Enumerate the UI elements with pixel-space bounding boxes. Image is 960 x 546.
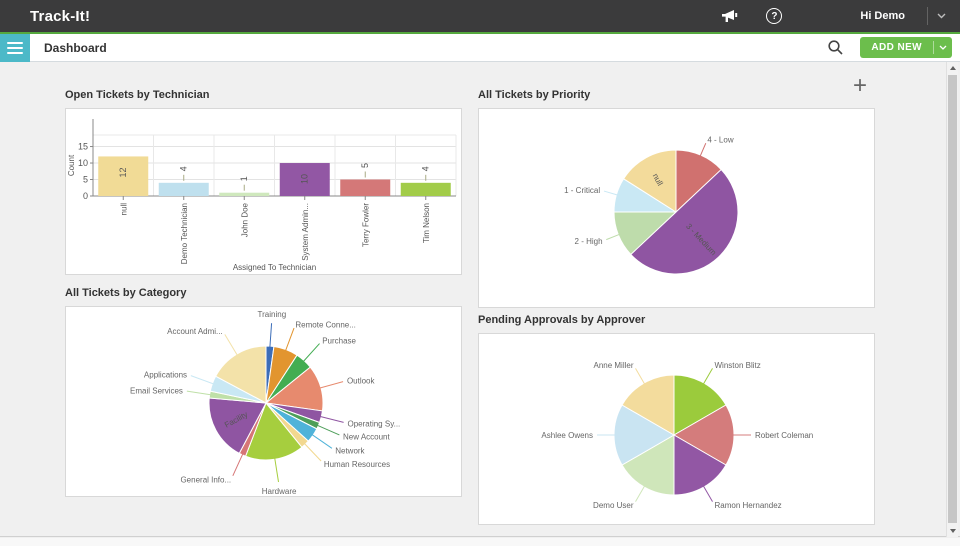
svg-text:Tim Nelson: Tim Nelson: [422, 203, 431, 243]
widget-column-left: Open Tickets by Technician 0 5 10 15 12 null 4…: [65, 89, 462, 525]
widget-title-pending-approvals: Pending Approvals by Approver: [478, 314, 646, 326]
pie-chart[interactable]: Winston Blitz Robert Coleman Ramon Hernand…: [479, 334, 874, 524]
announcements-icon[interactable]: [721, 9, 740, 24]
svg-text:4 - Low: 4 - Low: [707, 135, 733, 144]
add-widget-icon[interactable]: +: [853, 72, 868, 99]
svg-text:12: 12: [118, 167, 128, 177]
app-header: Track-It! ? Hi Demo: [0, 0, 960, 32]
accent-divider: [0, 32, 960, 34]
svg-text:Ashlee Owens: Ashlee Owens: [541, 431, 593, 440]
svg-text:2 - High: 2 - High: [575, 237, 603, 246]
header-divider: [927, 7, 928, 25]
svg-text:Anne Miller: Anne Miller: [593, 361, 633, 370]
window-bottom-edge: [0, 538, 960, 546]
svg-text:Outlook: Outlook: [347, 377, 376, 386]
svg-text:Hardware: Hardware: [262, 487, 297, 496]
svg-text:Winston Blitz: Winston Blitz: [715, 361, 761, 370]
vertical-scrollbar[interactable]: [946, 62, 958, 537]
svg-text:null: null: [119, 203, 128, 216]
svg-text:Robert Coleman: Robert Coleman: [755, 431, 813, 440]
svg-text:5: 5: [83, 175, 88, 185]
svg-text:Email Services: Email Services: [130, 387, 183, 396]
header-actions: ? Hi Demo: [721, 0, 960, 32]
svg-text:System Admin...: System Admin...: [301, 203, 310, 261]
add-new-chevron-down-icon[interactable]: [933, 41, 952, 54]
svg-text:Operating Sy...: Operating Sy...: [348, 419, 401, 428]
svg-text:15: 15: [78, 142, 88, 152]
widget-title-tickets-by-priority: All Tickets by Priority: [478, 89, 591, 101]
widget-grid: Open Tickets by Technician 0 5 10 15 12 null 4…: [0, 62, 960, 525]
svg-text:Demo User: Demo User: [593, 501, 634, 510]
svg-text:Assigned To Technician: Assigned To Technician: [233, 263, 316, 272]
help-icon[interactable]: ?: [766, 8, 783, 24]
svg-text:0: 0: [83, 191, 88, 201]
svg-text:4: 4: [421, 166, 431, 171]
svg-text:Applications: Applications: [144, 370, 187, 379]
menu-hamburger-icon[interactable]: [0, 33, 30, 62]
toolbar-actions: ADD NEW: [827, 37, 960, 58]
widget-title-tickets-by-category: All Tickets by Category: [65, 287, 187, 299]
svg-text:Human Resources: Human Resources: [324, 460, 390, 469]
scroll-up-arrow-icon[interactable]: [947, 62, 958, 74]
search-icon[interactable]: [827, 39, 844, 56]
svg-text:Terry Fowler: Terry Fowler: [361, 203, 370, 247]
widget-column-right: All Tickets by Priority 4 - Low 3 - Mediu…: [478, 89, 875, 525]
svg-text:5: 5: [360, 163, 370, 168]
add-new-label: ADD NEW: [871, 42, 922, 53]
svg-text:4: 4: [179, 166, 189, 171]
svg-text:Remote Conne...: Remote Conne...: [295, 320, 355, 329]
svg-text:Network: Network: [335, 447, 365, 456]
svg-text:10: 10: [78, 158, 88, 168]
help-glyph: ?: [771, 10, 778, 22]
page-title: Dashboard: [44, 40, 107, 55]
scrollbar-thumb[interactable]: [948, 75, 957, 523]
svg-text:10: 10: [300, 174, 310, 184]
widget-title-open-tickets: Open Tickets by Technician: [65, 89, 210, 101]
user-menu-chevron-down-icon[interactable]: [928, 13, 954, 19]
svg-text:Purchase: Purchase: [322, 337, 356, 346]
all-tickets-by-priority-chart[interactable]: 4 - Low 3 - Medium 2 - High 1 - Critical nul…: [478, 108, 875, 308]
svg-text:John Doe: John Doe: [240, 202, 249, 237]
add-new-button[interactable]: ADD NEW: [860, 37, 952, 58]
svg-text:General Info...: General Info...: [180, 475, 231, 484]
bar-chart[interactable]: 0 5 10 15 12 null 4 Demo Technician 1 John Doe 10 S…: [66, 109, 461, 274]
user-menu-greeting[interactable]: Hi Demo: [860, 10, 905, 22]
svg-text:1: 1: [239, 176, 249, 181]
svg-text:Training: Training: [258, 310, 287, 319]
svg-text:Count: Count: [67, 154, 76, 176]
svg-text:Account Admi...: Account Admi...: [167, 327, 223, 336]
svg-text:1 - Critical: 1 - Critical: [564, 186, 600, 195]
svg-text:Demo Technician: Demo Technician: [180, 203, 189, 264]
open-tickets-by-technician-chart[interactable]: 0 5 10 15 12 null 4 Demo Technician 1 John Doe 10 S…: [65, 108, 462, 275]
pie-chart[interactable]: Training Remote Conne... Purchase Outlook Op…: [66, 307, 461, 496]
toolbar: Dashboard ADD NEW: [0, 33, 960, 62]
pending-approvals-by-approver-chart[interactable]: Winston Blitz Robert Coleman Ramon Hernand…: [478, 333, 875, 525]
app-logo: Track-It!: [30, 7, 91, 25]
scroll-down-arrow-icon[interactable]: [947, 525, 958, 537]
svg-text:Ramon Hernandez: Ramon Hernandez: [715, 501, 782, 510]
dashboard-content: + Open Tickets by Technician 0 5 10 15 12 nul…: [0, 62, 960, 537]
all-tickets-by-category-chart[interactable]: Training Remote Conne... Purchase Outlook Op…: [65, 306, 462, 497]
svg-text:New Account: New Account: [343, 432, 390, 441]
